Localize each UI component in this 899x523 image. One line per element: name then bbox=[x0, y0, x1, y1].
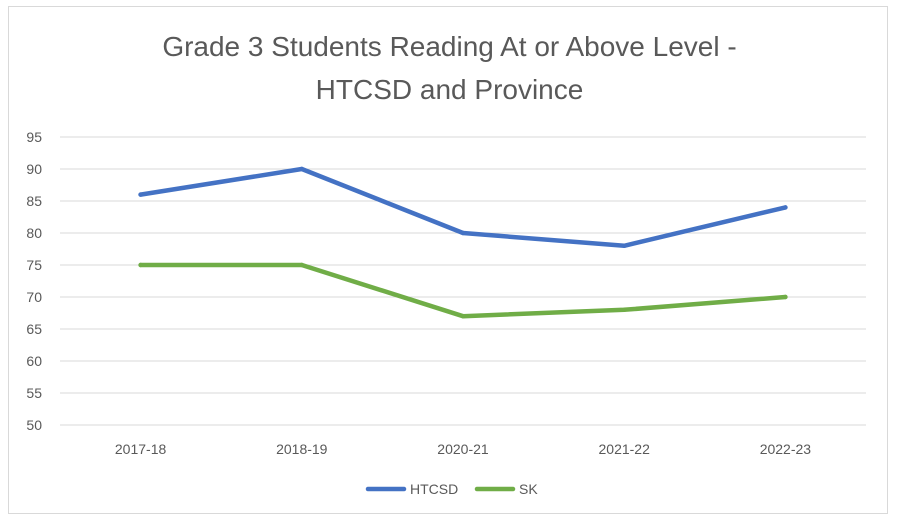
data-point bbox=[622, 307, 627, 312]
x-tick-label: 2021-22 bbox=[599, 441, 651, 457]
y-tick-label: 65 bbox=[26, 321, 42, 337]
y-tick-label: 70 bbox=[26, 289, 42, 305]
y-tick-label: 55 bbox=[26, 385, 42, 401]
chart-frame bbox=[8, 6, 888, 514]
data-point bbox=[622, 243, 627, 248]
x-tick-label: 2017-18 bbox=[115, 441, 167, 457]
data-point bbox=[783, 205, 788, 210]
chart-subtitle: HTCSD and Province bbox=[315, 74, 584, 105]
chart-title: Grade 3 Students Reading At or Above Lev… bbox=[162, 31, 737, 62]
gridlines bbox=[60, 136, 866, 426]
series-line-sk bbox=[138, 262, 788, 319]
y-tick-label: 85 bbox=[26, 193, 42, 209]
x-axis-ticks: 2017-18 2018-19 2020-21 2021-22 2022-23 bbox=[115, 441, 811, 457]
data-point bbox=[783, 294, 788, 300]
legend: HTCSD SK bbox=[365, 481, 538, 497]
y-tick-label: 60 bbox=[26, 353, 42, 369]
data-point bbox=[138, 192, 143, 197]
y-tick-label: 50 bbox=[26, 417, 42, 433]
x-tick-label: 2018-19 bbox=[276, 441, 328, 457]
y-axis-ticks: 95 90 85 80 75 70 65 60 55 50 bbox=[26, 129, 42, 433]
y-tick-label: 80 bbox=[26, 225, 42, 241]
data-point bbox=[299, 262, 304, 268]
y-tick-label: 90 bbox=[26, 161, 42, 177]
data-point bbox=[460, 230, 466, 236]
y-tick-label: 75 bbox=[26, 257, 42, 273]
series-lines bbox=[138, 166, 788, 319]
data-point bbox=[299, 166, 304, 172]
data-point bbox=[460, 314, 466, 319]
y-tick-label: 95 bbox=[26, 129, 42, 145]
x-tick-label: 2022-23 bbox=[760, 441, 812, 457]
x-tick-label: 2020-21 bbox=[437, 441, 489, 457]
legend-label: HTCSD bbox=[410, 481, 458, 497]
legend-label: SK bbox=[519, 481, 538, 497]
data-point bbox=[138, 262, 143, 268]
